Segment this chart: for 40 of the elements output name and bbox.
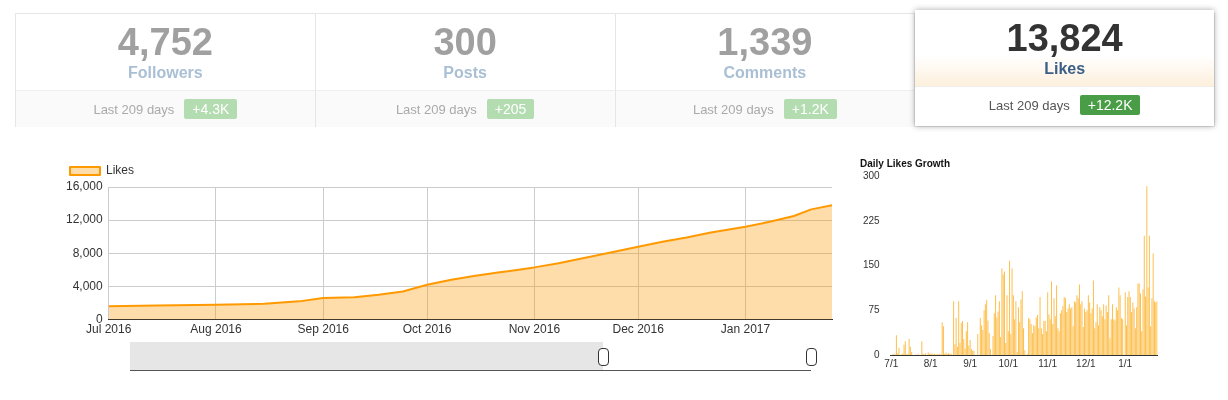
text: +12.2K xyxy=(1079,95,1141,115)
x-tick-label: 1/1 xyxy=(1118,357,1133,369)
y-tick-label: 225 xyxy=(863,214,881,226)
text: +4.3K xyxy=(184,99,238,119)
text: Last 209 days xyxy=(93,101,175,117)
y-tick-label: 8,000 xyxy=(72,245,104,260)
text: 13,824 xyxy=(1006,17,1123,59)
x-tick-label: 12/1 xyxy=(1076,357,1096,369)
x-tick-label: Nov 2016 xyxy=(508,322,561,337)
text: Last 209 days xyxy=(988,97,1070,113)
x-tick-label: Jan 2017 xyxy=(720,322,771,337)
y-tick-label: 300 xyxy=(863,169,881,181)
x-tick-label: 9/1 xyxy=(963,357,978,369)
chart-title: Daily Likes Growth xyxy=(860,157,951,169)
text: 300 xyxy=(433,21,497,63)
text: Last 209 days xyxy=(395,101,477,117)
x-tick-label: 11/1 xyxy=(1038,357,1058,369)
text: Last 209 days xyxy=(692,101,774,117)
category-label: Posts xyxy=(442,64,488,82)
text: +1.2K xyxy=(783,99,837,119)
x-tick-label: Sep 2016 xyxy=(297,322,350,337)
y-tick-label: 150 xyxy=(863,259,881,271)
x-tick-label: 10/1 xyxy=(998,357,1019,369)
category-label: Comments xyxy=(722,64,808,82)
x-tick-label: Oct 2016 xyxy=(402,322,452,337)
x-tick-label: 8/1 xyxy=(923,357,939,369)
category-label: Likes xyxy=(1043,60,1087,78)
y-tick-label: 75 xyxy=(868,304,881,315)
x-tick-label: 7/1 xyxy=(884,357,899,369)
text: 1,339 xyxy=(717,21,813,63)
y-tick-label: 16,000 xyxy=(66,179,104,194)
x-tick-label: Dec 2016 xyxy=(612,322,665,337)
y-tick-label: 4,000 xyxy=(72,278,104,293)
x-tick-label: Aug 2016 xyxy=(190,322,242,337)
text: 4,752 xyxy=(117,21,213,63)
category-label: Followers xyxy=(127,64,204,82)
legend-label: Likes xyxy=(106,163,135,178)
y-tick-label: 0 xyxy=(874,348,881,360)
text: +205 xyxy=(486,99,535,119)
y-tick-label: 12,000 xyxy=(66,212,104,227)
